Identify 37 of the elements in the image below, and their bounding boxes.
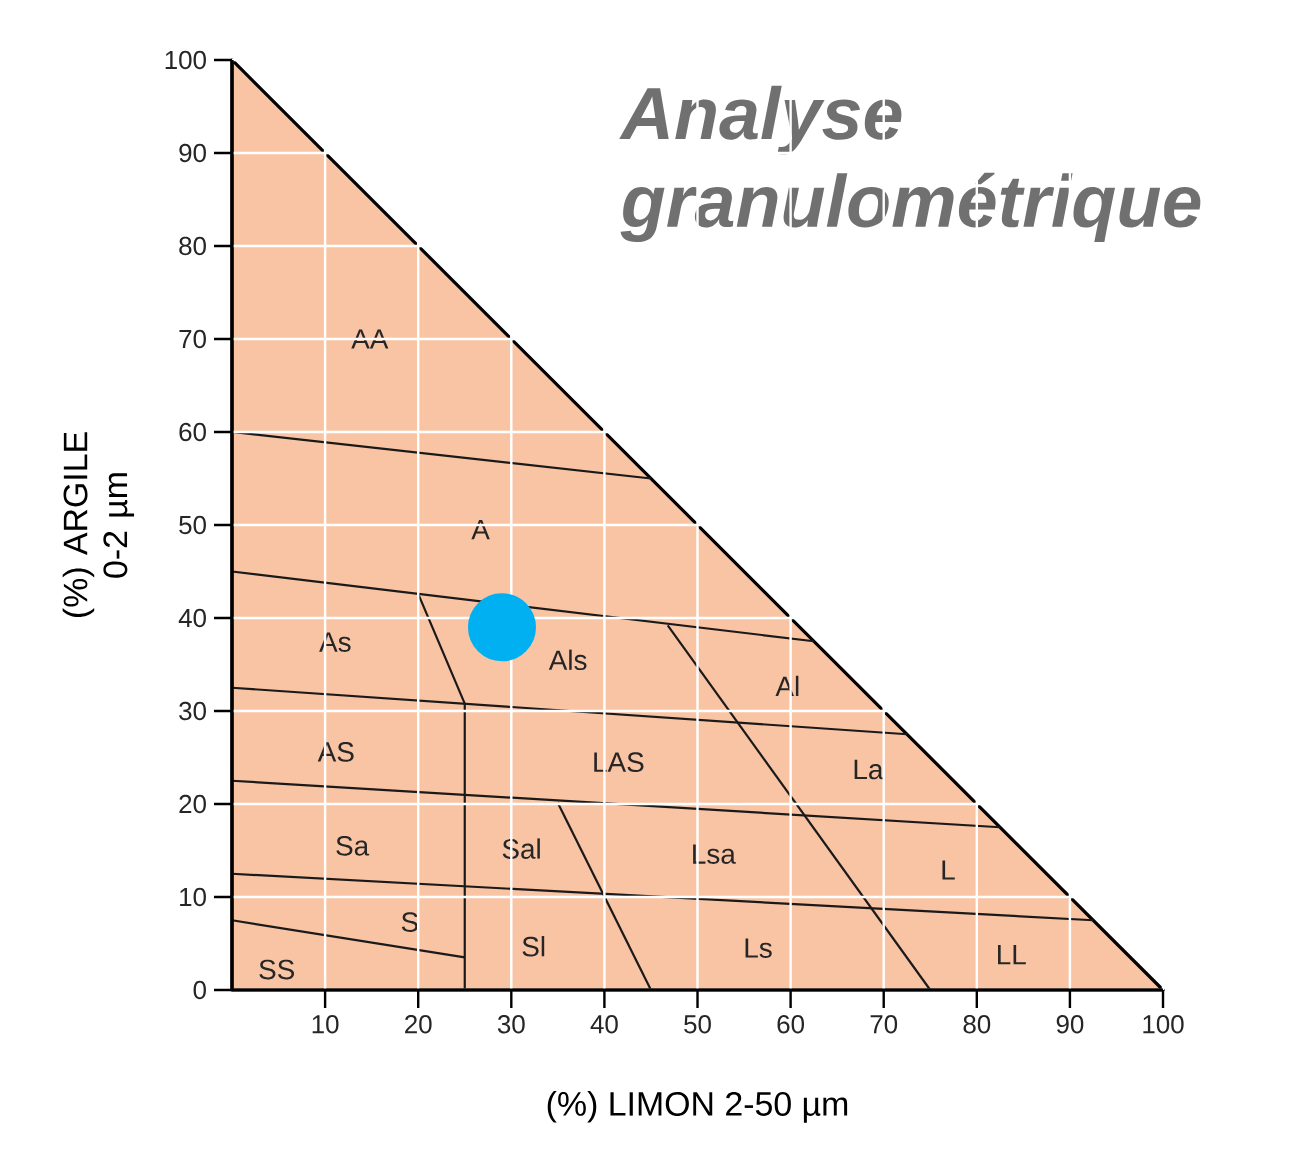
x-tick-label: 10: [312, 1015, 339, 1034]
annotation: S: [401, 912, 418, 932]
x-tick-label: 100: [1143, 1015, 1184, 1034]
x-tick-label: 50: [684, 1015, 711, 1034]
annotation: Sa: [336, 835, 370, 856]
x-tick-label: 70: [870, 1015, 898, 1034]
x-tick-label: 20: [405, 1015, 432, 1034]
annotation: Sl: [522, 936, 545, 957]
text: Analyse granulométrique: [619, 85, 1201, 243]
annotation: SS: [259, 959, 295, 980]
x-axis-title: (%) LIMON 2-50 µm: [547, 1091, 848, 1123]
annotation: Lsa: [693, 844, 736, 864]
x-tick-label: 90: [1056, 1015, 1084, 1034]
y-tick-label: 50: [179, 515, 206, 535]
y-tick-label: 70: [179, 329, 206, 349]
x-tick-label: 60: [777, 1015, 805, 1034]
annotation: LAS: [594, 752, 644, 773]
y-tick-label: 60: [179, 422, 206, 442]
annotation: Sal: [502, 838, 540, 859]
annotation: Als: [548, 649, 587, 671]
y-tick-label: 90: [179, 143, 206, 163]
y-tick-label: 20: [179, 794, 206, 814]
y-tick-label: 40: [178, 608, 206, 628]
annotation: La: [854, 759, 884, 780]
annotation: Al: [775, 675, 799, 696]
annotation: L: [942, 860, 955, 880]
y-tick-label: 10: [180, 887, 206, 907]
y-tick-label: 30: [179, 701, 206, 721]
y-tick-label: 80: [179, 236, 206, 256]
y-tick-label: 0: [193, 980, 206, 1000]
x-tick-label: 40: [590, 1015, 618, 1034]
y-axis-title: (%) ARGILE 0-2 µm: [62, 432, 135, 618]
annotation: Ls: [745, 938, 772, 958]
x-tick-label: 80: [963, 1015, 991, 1034]
y-tick-label: 100: [165, 50, 206, 70]
x-tick-label: 30: [497, 1015, 525, 1034]
annotation: LL: [998, 945, 1026, 965]
